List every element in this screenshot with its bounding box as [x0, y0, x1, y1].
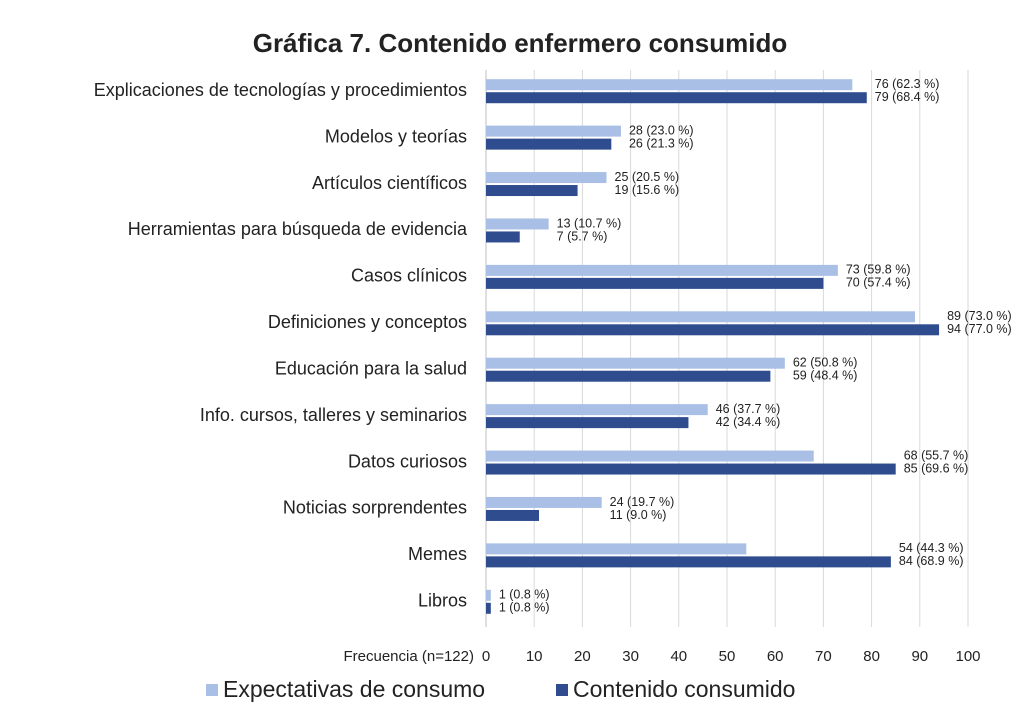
bar [486, 496, 602, 508]
data-label: 1 (0.8 %) [499, 588, 550, 602]
x-tick-label: 40 [670, 648, 687, 665]
bar [486, 543, 747, 555]
x-tick-label: 60 [767, 648, 784, 665]
legend-label: Expectativas de consumo [223, 676, 485, 702]
data-label: 25 (20.5 %) [615, 170, 680, 184]
bar [486, 264, 838, 276]
y-tick-label: Artículos científicos [312, 173, 467, 193]
data-label: 11 (9.0 %) [610, 508, 667, 522]
y-tick-label: Libros [418, 591, 467, 611]
data-label: 76 (62.3 %) [875, 77, 940, 91]
x-axis-label: Frecuencia (n=122) [344, 648, 475, 665]
x-tick-label: 30 [622, 648, 639, 665]
x-tick-label: 50 [719, 648, 736, 665]
bar [486, 277, 824, 289]
bar [486, 509, 540, 521]
bar [486, 404, 708, 416]
data-label: 46 (37.7 %) [716, 402, 781, 416]
x-tick-label: 90 [911, 648, 928, 665]
x-tick-label: 20 [574, 648, 591, 665]
data-label: 42 (34.4 %) [716, 415, 781, 429]
data-label: 94 (77.0 %) [947, 322, 1012, 336]
legend-swatch [206, 684, 218, 696]
y-tick-label: Modelos y teorías [325, 126, 467, 146]
y-tick-label: Educación para la salud [275, 358, 467, 378]
chart-title: Gráfica 7. Contenido enfermero consumido [253, 28, 788, 58]
data-label: 79 (68.4 %) [875, 90, 940, 104]
data-label: 68 (55.7 %) [904, 448, 969, 462]
x-tick-label: 80 [863, 648, 880, 665]
bar [486, 602, 491, 614]
bar [486, 125, 621, 137]
data-label: 59 (48.4 %) [793, 369, 858, 383]
bar [486, 92, 867, 104]
data-label: 28 (23.0 %) [629, 123, 694, 137]
legend-swatch [556, 684, 568, 696]
legend-label: Contenido consumido [573, 676, 795, 702]
data-label: 73 (59.8 %) [846, 263, 911, 277]
y-tick-label: Datos curiosos [348, 451, 467, 471]
data-label: 26 (21.3 %) [629, 136, 694, 150]
bar [486, 463, 896, 475]
x-tick-label: 0 [482, 648, 490, 665]
bar [486, 218, 549, 230]
data-label: 13 (10.7 %) [557, 216, 622, 230]
x-tick-label: 70 [815, 648, 832, 665]
bar [486, 370, 771, 382]
bar [486, 417, 689, 429]
bar [486, 357, 785, 369]
y-tick-label: Explicaciones de tecnologías y procedimi… [94, 80, 467, 100]
data-label: 54 (44.3 %) [899, 541, 964, 555]
bar [486, 324, 940, 336]
y-tick-label: Herramientas para búsqueda de evidencia [128, 219, 468, 239]
data-label: 62 (50.8 %) [793, 356, 858, 370]
data-label: 1 (0.8 %) [499, 601, 550, 615]
bar [486, 311, 915, 323]
x-tick-label: 10 [526, 648, 543, 665]
bar [486, 138, 612, 150]
y-tick-label: Casos clínicos [351, 266, 467, 286]
bar [486, 172, 607, 184]
bar [486, 450, 814, 462]
y-tick-label: Definiciones y conceptos [268, 312, 467, 332]
y-tick-label: Info. cursos, talleres y seminarios [200, 405, 467, 425]
data-label: 89 (73.0 %) [947, 309, 1012, 323]
data-label: 19 (15.6 %) [615, 183, 680, 197]
bar [486, 185, 578, 197]
y-tick-label: Noticias sorprendentes [283, 498, 467, 518]
data-label: 7 (5.7 %) [557, 229, 608, 243]
data-label: 85 (69.6 %) [904, 461, 969, 475]
data-label: 70 (57.4 %) [846, 276, 911, 290]
bar [486, 79, 853, 91]
data-label: 24 (19.7 %) [610, 495, 675, 509]
bar [486, 231, 520, 243]
data-label: 84 (68.9 %) [899, 554, 964, 568]
bar [486, 589, 491, 601]
y-tick-label: Memes [408, 544, 467, 564]
x-tick-label: 100 [955, 648, 980, 665]
bar [486, 556, 891, 568]
